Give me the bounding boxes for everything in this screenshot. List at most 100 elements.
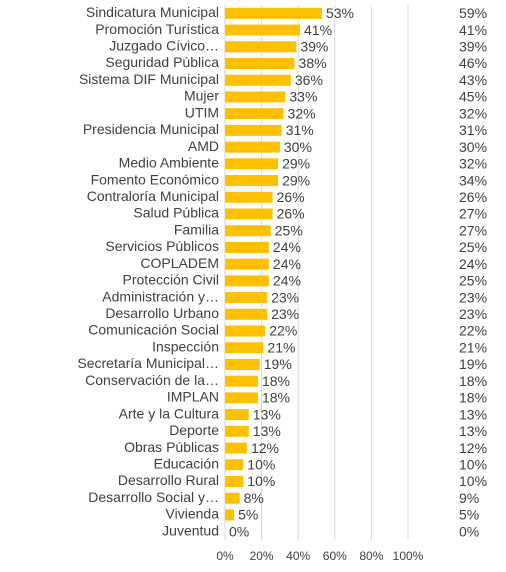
bar	[225, 258, 269, 270]
category-label: Vivienda	[166, 506, 220, 522]
category-label: Juventud	[162, 522, 219, 538]
bar	[225, 225, 271, 237]
category-label: UTIM	[185, 104, 219, 120]
right-column-value: 23%	[459, 289, 487, 305]
bar	[225, 308, 268, 320]
data-label: 24%	[273, 273, 301, 289]
right-column-value: 25%	[459, 273, 487, 289]
category-label: Educación	[154, 455, 219, 471]
data-label: 36%	[295, 72, 323, 88]
x-tick-label: 0%	[216, 549, 234, 563]
bar	[225, 191, 273, 203]
bar	[225, 292, 268, 304]
data-label: 13%	[253, 423, 281, 439]
bar	[225, 158, 279, 170]
category-label: Servicios Públicos	[105, 238, 219, 254]
bar	[225, 175, 279, 187]
category-label: Mujer	[184, 88, 219, 104]
bar	[225, 24, 301, 36]
data-label: 30%	[284, 139, 312, 155]
right-column-value: 21%	[459, 339, 487, 355]
data-label: 31%	[286, 122, 314, 138]
bar	[225, 241, 269, 253]
bar	[225, 509, 235, 521]
right-column-value: 10%	[459, 456, 487, 472]
bar	[225, 74, 291, 86]
bar	[225, 442, 247, 454]
right-column-value: 10%	[459, 473, 487, 489]
bar	[225, 7, 322, 19]
right-column-value: 12%	[459, 440, 487, 456]
category-label: Presidencia Municipal	[83, 121, 219, 137]
x-tick-label: 60%	[323, 549, 347, 563]
category-label: Desarrollo Urbano	[105, 305, 219, 321]
right-column-value: 25%	[459, 239, 487, 255]
data-label: 33%	[289, 89, 317, 105]
data-label: 10%	[247, 473, 275, 489]
bar	[225, 409, 249, 421]
data-label: 12%	[251, 440, 279, 456]
bar	[225, 475, 244, 487]
category-label: Comunicación Social	[88, 322, 219, 338]
right-column-value: 32%	[459, 105, 487, 121]
bar	[225, 141, 280, 153]
right-column-value: 34%	[459, 172, 487, 188]
bar	[225, 58, 295, 70]
right-column-value: 31%	[459, 122, 487, 138]
bar	[225, 392, 258, 404]
data-label: 32%	[288, 105, 316, 121]
right-column-value: 30%	[459, 139, 487, 155]
bar	[225, 41, 297, 53]
bar	[225, 375, 258, 387]
category-label: Desarrollo Social y…	[88, 489, 219, 505]
right-column-value: 27%	[459, 222, 487, 238]
right-column-value: 27%	[459, 206, 487, 222]
category-label: IMPLAN	[167, 389, 219, 405]
data-label: 41%	[304, 22, 332, 38]
category-label: Promoción Turística	[95, 21, 219, 37]
right-column-value: 26%	[459, 189, 487, 205]
data-label: 23%	[271, 306, 299, 322]
data-label: 5%	[238, 507, 258, 523]
category-label: Medio Ambiente	[119, 155, 220, 171]
data-label: 19%	[264, 356, 292, 372]
bar	[225, 208, 273, 220]
right-column-value: 18%	[459, 390, 487, 406]
right-column-value: 59%	[459, 5, 487, 21]
category-label: COPLADEM	[140, 255, 219, 271]
category-label: Fomento Económico	[91, 171, 220, 187]
data-label: 24%	[273, 239, 301, 255]
right-column-value: 13%	[459, 423, 487, 439]
data-label: 18%	[262, 373, 290, 389]
category-label: Contraloría Municipal	[87, 188, 219, 204]
right-column-value: 39%	[459, 39, 487, 55]
data-label: 0%	[229, 523, 249, 539]
data-label: 39%	[300, 39, 328, 55]
right-column-value: 41%	[459, 22, 487, 38]
data-label: 38%	[299, 55, 327, 71]
data-label: 23%	[271, 289, 299, 305]
bar	[225, 492, 240, 504]
data-label: 24%	[273, 256, 301, 272]
bar	[225, 275, 269, 287]
category-label: AMD	[188, 138, 219, 154]
data-label: 25%	[275, 222, 303, 238]
category-label: Protección Civil	[123, 272, 219, 288]
data-label: 53%	[326, 5, 354, 21]
right-column-value: 18%	[459, 373, 487, 389]
category-label: Conservación de la…	[85, 372, 219, 388]
category-label: Administración y…	[102, 288, 219, 304]
x-tick-label: 40%	[286, 549, 310, 563]
data-label: 29%	[282, 172, 310, 188]
category-label: Sistema DIF Municipal	[79, 71, 219, 87]
right-column-value: 43%	[459, 72, 487, 88]
right-column-value: 19%	[459, 356, 487, 372]
category-label: Juzgado Cívico…	[109, 38, 219, 54]
right-column-value: 32%	[459, 156, 487, 172]
category-label: Inspección	[152, 338, 219, 354]
bar	[225, 425, 249, 437]
x-tick-label: 80%	[359, 549, 383, 563]
data-label: 10%	[247, 456, 275, 472]
right-column-value: 22%	[459, 323, 487, 339]
category-label: Sindicatura Municipal	[86, 4, 219, 20]
